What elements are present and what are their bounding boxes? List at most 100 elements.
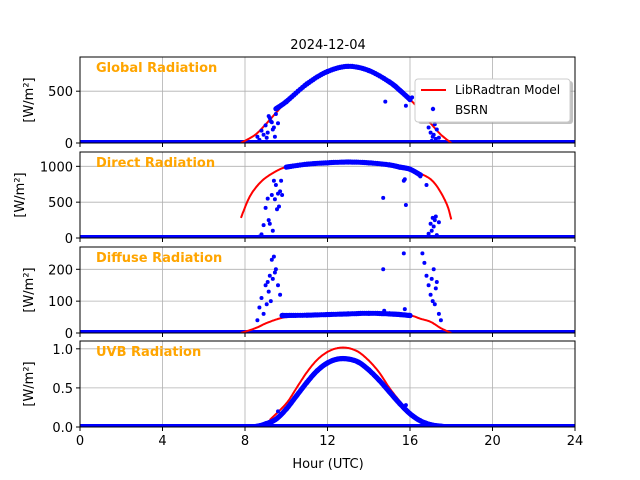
bsrn-point [277,204,281,209]
x-tick-label: 0 [76,434,84,449]
chart-title: 2024-12-04 [290,38,366,53]
bsrn-point [403,103,408,108]
y-axis-label: [W/m²] [22,77,37,122]
data-layer [80,251,575,333]
bsrn-point [424,421,429,426]
bsrn-point [431,132,436,137]
x-tick-label: 12 [319,434,336,449]
bsrn-point [273,183,278,187]
x-axis-label: Hour (UTC) [292,457,363,472]
bsrn-point [428,221,433,226]
x-tick-label: 8 [241,434,249,449]
bsrn-point [436,220,441,225]
bsrn-point [431,267,436,272]
legend-bsrn-swatch [430,106,436,112]
bsrn-point [420,251,425,256]
bsrn-point [422,260,427,265]
bsrn-point [279,178,284,183]
bsrn-point [438,318,443,323]
x-tick-label: 16 [402,434,419,449]
bsrn-point [381,267,386,272]
bsrn-point [280,193,285,197]
bsrn-point [424,183,429,187]
bsrn-point [261,311,266,316]
bsrn-point [273,112,278,116]
panel-uvb-radiation: 0.0 0.5 1.0 UVB Radiation [W/m²] [22,340,576,436]
x-tick-label: 4 [158,434,166,449]
y-tick-label: 0 [65,137,73,152]
y-tick-label: 1000 [40,160,73,175]
y-tick-label: 0 [65,327,73,342]
bsrn-point [266,114,271,119]
bsrn-point [276,121,280,126]
bsrn-point [269,193,274,197]
legend-model-label: LibRadtran Model [455,83,560,97]
bsrn-point [403,203,408,207]
bsrn-point [257,137,262,142]
bsrn-point [401,251,406,256]
bsrn-point [273,267,278,272]
bsrn-point [264,302,269,307]
bsrn-point [268,299,273,304]
bsrn-point [276,409,280,414]
x-tick-label: 20 [484,434,501,449]
bsrn-point [264,135,269,140]
bsrn-point [432,302,437,307]
x-tick-label: 24 [567,434,584,449]
bsrn-point [261,223,266,228]
panel-direct-radiation: 0 500 1000 Direct Radiation [W/m²] [13,151,576,247]
bsrn-point [271,178,276,183]
bsrn-point [278,189,283,194]
bsrn-point [434,280,439,284]
legend: LibRadtran Model BSRN [414,78,573,124]
bsrn-point [410,95,415,100]
bsrn-point [259,128,264,133]
bsrn-point [266,289,271,294]
bsrn-point [434,233,439,238]
data-layer [80,346,575,427]
panel-global-radiation: 0 500 Global Radiation [W/m²] [22,56,576,152]
panel-diffuse-radiation: 0 100 200 Diffuse Radiation [W/m²] [22,246,576,342]
bsrn-point [426,125,431,130]
bsrn-point [265,196,270,201]
bsrn-point [433,214,438,219]
panel-title: Diffuse Radiation [96,251,222,266]
y-tick-label: 100 [48,295,73,310]
bsrn-point [385,387,390,392]
bsrn-point [269,419,274,424]
y-axis-label: [W/m²] [13,172,28,217]
bsrn-point [268,119,273,124]
bsrn-point [403,403,408,408]
bsrn-point [267,221,272,226]
bsrn-point [270,228,275,233]
bsrn-point [266,218,271,223]
y-axis-label: [W/m²] [22,361,37,406]
bsrn-point [424,273,429,278]
data-layer [80,159,575,238]
bsrn-point [276,283,280,288]
bsrn-point [436,311,441,316]
bsrn-point [433,286,438,291]
legend-box [414,78,571,123]
bsrn-point [259,232,264,237]
model-line [239,161,453,220]
bsrn-point [255,134,260,139]
bsrn-point [436,135,441,140]
bsrn-point [444,424,450,427]
bsrn-point [428,292,433,297]
bsrn-point [270,276,275,281]
bsrn-point [383,99,388,104]
bsrn-point [426,231,431,236]
bsrn-point [272,270,277,275]
bsrn-point [272,197,277,202]
bsrn-point [432,218,437,223]
panel-title: Global Radiation [96,61,217,76]
bsrn-point [263,123,268,128]
bsrn-point [418,174,423,179]
bsrn-point [263,283,268,288]
bsrn-point [263,205,268,210]
bsrn-point [381,195,386,200]
y-tick-label: 500 [48,85,73,100]
bsrn-point [255,318,260,323]
